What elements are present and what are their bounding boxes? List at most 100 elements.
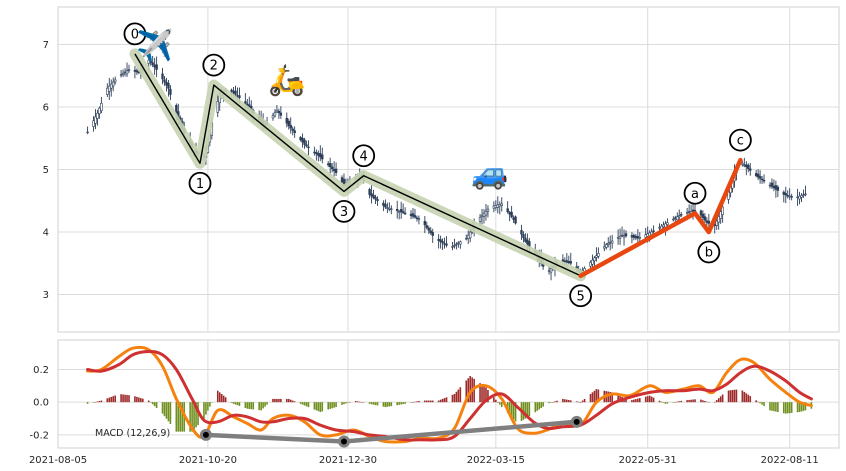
macd-histogram-bar xyxy=(441,398,444,403)
candle-body xyxy=(662,224,665,228)
macd-histogram-bar xyxy=(250,402,253,410)
candle-body xyxy=(161,73,164,80)
macd-histogram-bar xyxy=(289,399,292,403)
macd-histogram-bar xyxy=(285,398,288,403)
candle-body xyxy=(658,227,661,229)
candle-body xyxy=(622,235,626,238)
candle-body xyxy=(455,243,458,246)
price-y-tick-label: 7 xyxy=(43,40,49,51)
candle-body xyxy=(119,74,123,76)
candle-body xyxy=(699,210,703,216)
wave-overlay: 0 1 2 3 4 5 a b c xyxy=(123,22,752,308)
macd-histogram-bar xyxy=(692,399,694,403)
candle-body xyxy=(680,214,683,216)
macd-histogram-bar xyxy=(431,400,434,403)
macd-histogram-bar xyxy=(554,401,556,403)
macd-histogram-bar xyxy=(777,402,779,412)
candle-body xyxy=(500,203,503,206)
wave-label-circle xyxy=(332,199,356,223)
macd-histogram-bar xyxy=(368,402,371,404)
macd-histogram-bar xyxy=(343,402,345,405)
wave-label: 4 xyxy=(360,149,368,164)
macd-histogram-bar xyxy=(274,398,276,403)
wave-label: a xyxy=(691,187,699,202)
x-tick-label: 2021-12-30 xyxy=(319,455,377,466)
candle-body xyxy=(630,235,634,238)
candle-body xyxy=(299,137,302,141)
macd-histogram-bar xyxy=(650,396,653,403)
macd-histogram-bar xyxy=(124,394,126,403)
candle-body xyxy=(782,191,785,195)
macd-histogram-bar xyxy=(706,401,708,403)
macd-histogram-bar xyxy=(218,392,221,403)
macd-histogram-bar xyxy=(804,402,807,411)
candle-body xyxy=(307,146,310,149)
macd-histogram-bar xyxy=(800,402,803,412)
candle-body xyxy=(701,213,705,218)
macd-histogram-bar xyxy=(266,402,268,405)
macd-histogram-bar xyxy=(345,402,347,404)
candle-body xyxy=(788,195,791,198)
candle-body xyxy=(374,196,377,200)
macd-histogram-bar xyxy=(769,402,771,411)
macd-histogram-bar xyxy=(676,401,679,403)
macd-histogram-bar xyxy=(147,400,150,403)
macd-histogram-bar xyxy=(727,390,730,403)
macd-histogram-bar xyxy=(355,400,357,403)
price-y-tick-label: 5 xyxy=(43,165,49,176)
candle-body xyxy=(743,164,746,167)
candle-body xyxy=(561,259,565,262)
macd-histogram-bar xyxy=(775,402,777,412)
macd-histogram-bar xyxy=(556,400,558,403)
macd-histogram-bar xyxy=(112,396,115,403)
candle-body xyxy=(591,259,594,265)
candle-body xyxy=(135,70,139,73)
macd-histogram-bar xyxy=(412,402,414,403)
candle-body xyxy=(108,85,111,92)
candle-body xyxy=(567,261,571,264)
macd-histogram-bar xyxy=(400,402,402,405)
candle-body xyxy=(776,186,780,191)
macd-histogram-bar xyxy=(700,399,702,403)
macd-histogram-bar xyxy=(759,402,761,404)
macd-histogram-bar xyxy=(583,398,586,403)
candle-body xyxy=(609,241,612,244)
macd-y-tick-label: 0.2 xyxy=(33,365,49,376)
macd-histogram-bar xyxy=(439,399,442,403)
candle-body xyxy=(133,69,137,72)
candle-body xyxy=(569,261,572,264)
macd-histogram-bar xyxy=(512,402,515,420)
candle-body xyxy=(756,173,760,178)
candle-body xyxy=(319,153,322,158)
macd-histogram-bar xyxy=(465,380,468,403)
macd-histogram-bar xyxy=(607,391,610,403)
macd-histogram-bar xyxy=(234,402,237,405)
macd-histogram-bar xyxy=(761,402,763,405)
macd-histogram-bar xyxy=(581,400,584,403)
candle-body xyxy=(644,234,647,238)
candle-body xyxy=(607,243,610,245)
candle-body xyxy=(397,211,401,213)
macd-histogram-bar xyxy=(467,378,470,403)
macd-histogram-bar xyxy=(798,402,801,412)
candle-body xyxy=(121,72,125,75)
candle-body xyxy=(741,162,744,165)
macd-histogram-bar xyxy=(633,399,635,403)
macd-histogram-bar xyxy=(688,399,690,403)
candle-body xyxy=(762,179,766,182)
macd-histogram-bar xyxy=(796,402,799,413)
macd-histogram-bar xyxy=(209,402,211,407)
x-tick-label: 2022-08-11 xyxy=(761,455,819,466)
macd-histogram-bar xyxy=(500,402,503,408)
candle-body xyxy=(163,79,166,83)
macd-histogram-bar xyxy=(291,400,294,403)
macd-histogram-bar xyxy=(704,401,706,403)
candle-body xyxy=(403,212,407,215)
macd-histogram-bar xyxy=(733,389,736,403)
macd-histogram-bar xyxy=(333,402,335,408)
macd-histogram-bar xyxy=(402,402,404,405)
candle-body xyxy=(672,218,675,221)
macd-histogram-bar xyxy=(528,402,531,417)
macd-histogram-bar xyxy=(238,402,241,406)
